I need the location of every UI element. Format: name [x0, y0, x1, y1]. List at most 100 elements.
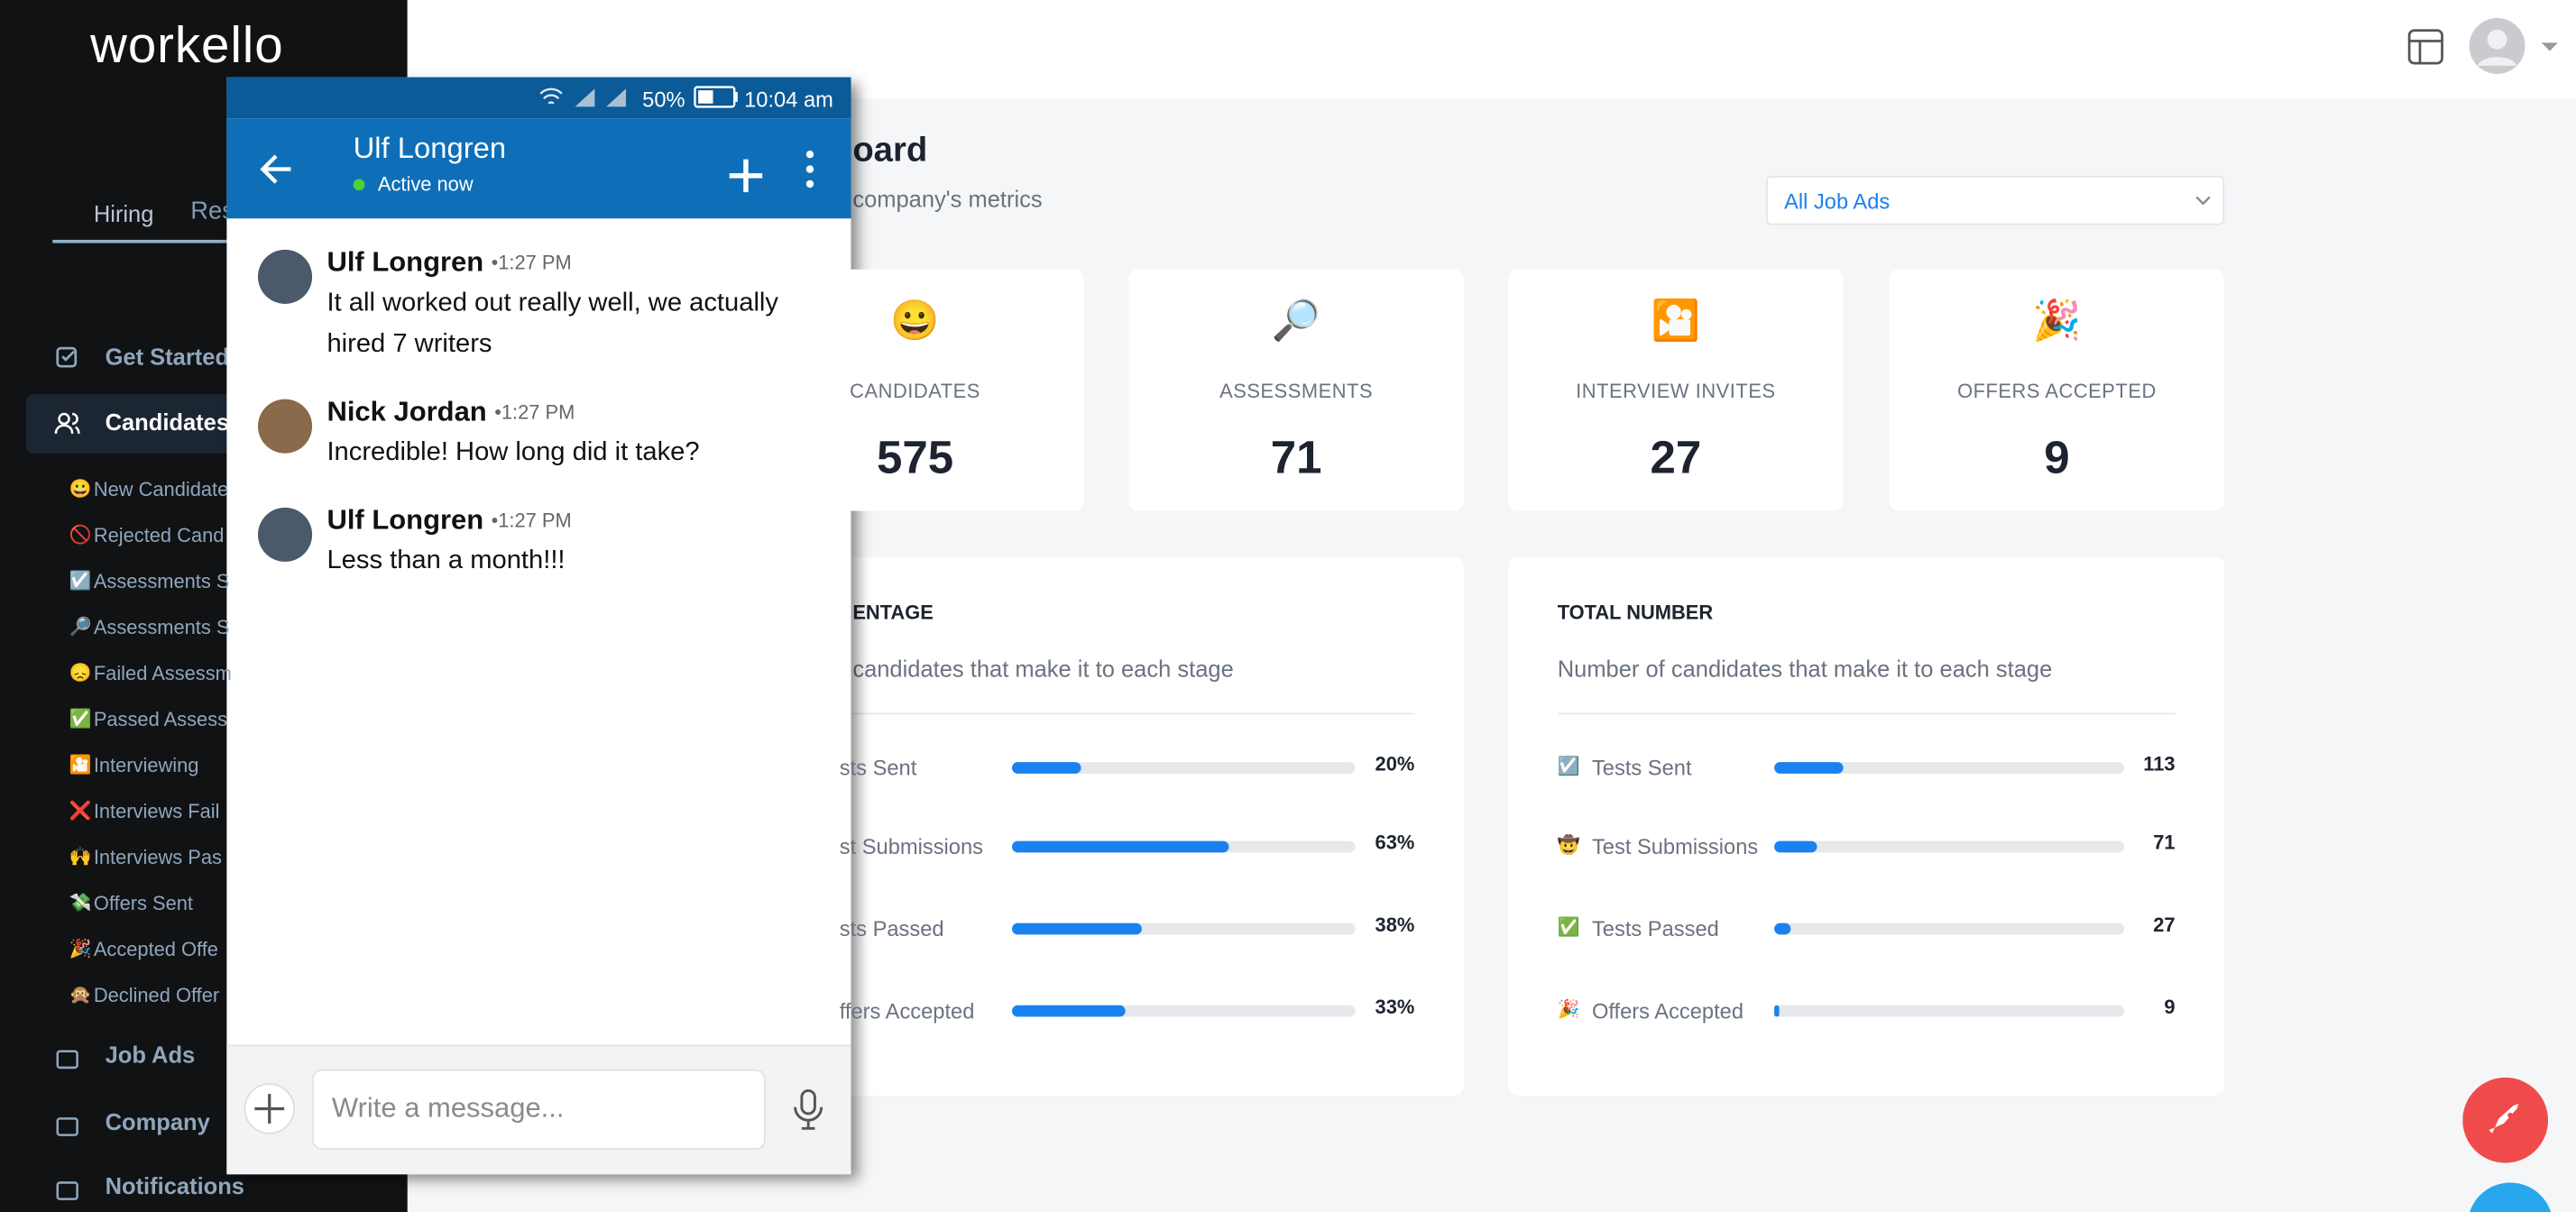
- stage-value: 38%: [1375, 913, 1415, 937]
- stat-card: [1889, 269, 2225, 511]
- bar-fill: [1012, 840, 1228, 853]
- stat-label: INTERVIEW INVITES: [1576, 379, 1776, 403]
- stat-value: 9: [2044, 432, 2070, 483]
- stage-label: Tests Sent: [1591, 755, 1692, 781]
- stat-card: [747, 269, 1085, 511]
- stat-label: CANDIDATES: [850, 379, 980, 403]
- logo[interactable]: workello: [90, 16, 284, 74]
- stat-value: 575: [876, 432, 954, 483]
- bar-fill: [1774, 1005, 1780, 1017]
- stat-card: [1508, 269, 1844, 511]
- stage-label: st Submissions: [839, 834, 983, 859]
- sub-nav-icon: ☑️: [69, 571, 92, 592]
- stat-card: [1128, 269, 1464, 511]
- panel-title: ENTAGE: [852, 601, 934, 625]
- stat-value: 27: [1650, 432, 1702, 483]
- message-time: •1:27 PM: [491, 509, 572, 533]
- sub-nav-item[interactable]: Accepted Offe: [93, 938, 218, 961]
- nav-item[interactable]: Job Ads: [105, 1041, 196, 1068]
- stage-icon: 🤠: [1557, 836, 1580, 856]
- stage-icon: ✅: [1557, 918, 1580, 939]
- back-button[interactable]: [260, 152, 296, 185]
- attach-button[interactable]: [244, 1082, 296, 1134]
- stat-label: OFFERS ACCEPTED: [1957, 379, 2157, 403]
- stat-icon: 🔎: [1271, 298, 1321, 344]
- stat-icon: 🎉: [2032, 298, 2082, 344]
- battery-icon: [694, 86, 738, 108]
- add-button[interactable]: [728, 158, 764, 194]
- stat-value: 71: [1270, 432, 1322, 483]
- sub-nav-item[interactable]: Assessments S: [93, 570, 230, 593]
- bar-track: [1012, 762, 1356, 774]
- battery-level: 50%: [642, 87, 685, 112]
- sub-nav-icon: 🔎: [69, 617, 92, 638]
- help-button[interactable]: [2468, 1182, 2553, 1212]
- bar-fill: [1012, 923, 1143, 935]
- sub-nav-item[interactable]: Assessments S: [93, 616, 230, 639]
- avatar: [257, 249, 313, 304]
- sub-nav-icon: 🙊: [69, 985, 92, 1005]
- tab-underline: [52, 239, 227, 243]
- bar-fill: [1774, 923, 1791, 935]
- sub-nav-icon: 😀: [69, 479, 92, 500]
- mic-button[interactable]: [792, 1088, 824, 1132]
- nav-icon: [56, 1181, 78, 1200]
- job-filter-value[interactable]: All Job Ads: [1784, 188, 1891, 214]
- nav-icon: [54, 412, 80, 434]
- page-subtitle: company's metrics: [852, 185, 1043, 212]
- stage-icon: ☑️: [1557, 757, 1580, 777]
- stage-value: 33%: [1375, 995, 1415, 1019]
- stat-icon: 😀: [890, 298, 940, 344]
- stage-label: ffers Accepted: [839, 998, 975, 1024]
- nav-item[interactable]: Candidates: [105, 409, 230, 436]
- status-bar: [226, 77, 851, 119]
- message-text: Incredible! How long did it take?: [327, 438, 700, 467]
- nav-item[interactable]: Notifications: [105, 1172, 244, 1199]
- sub-nav-icon: 🎦: [69, 755, 92, 776]
- sub-nav-icon: 😞: [69, 663, 92, 684]
- job-filter[interactable]: [1766, 175, 2225, 225]
- stage-icon: 🎉: [1557, 1000, 1580, 1021]
- sub-nav-item[interactable]: Interviews Fail: [93, 800, 220, 823]
- nav-icon: [56, 346, 78, 368]
- sub-nav-item[interactable]: New Candidate: [93, 478, 229, 501]
- nav-icon: [56, 1117, 78, 1136]
- bar-track: [1774, 840, 2125, 853]
- stage-label: Offers Accepted: [1591, 998, 1744, 1024]
- bar-track: [1012, 1005, 1356, 1017]
- nav-item[interactable]: Company: [105, 1108, 210, 1135]
- message-placeholder[interactable]: Write a message...: [331, 1092, 565, 1124]
- launch-button[interactable]: [2462, 1077, 2549, 1163]
- avatar: [257, 507, 313, 562]
- avatar-menu[interactable]: [2468, 16, 2566, 76]
- sub-nav-item[interactable]: Declined Offer: [93, 984, 220, 1007]
- message-input[interactable]: [312, 1069, 766, 1151]
- bar-track: [1012, 840, 1356, 853]
- panel-subtitle: candidates that make it to each stage: [852, 655, 1234, 682]
- bar-track: [1012, 923, 1356, 935]
- sub-nav-item[interactable]: Interviews Pas: [93, 846, 222, 869]
- stage-value: 9: [2164, 995, 2176, 1019]
- avatar: [257, 399, 313, 454]
- sub-nav-item[interactable]: Interviewing: [93, 754, 199, 777]
- bar-track: [1774, 762, 2125, 774]
- tab[interactable]: Hiring: [93, 200, 154, 227]
- message-text: It all worked out really well, we actual…: [327, 289, 778, 359]
- nav-icon: [56, 1050, 78, 1070]
- sub-nav-icon: ✅: [69, 709, 92, 730]
- layout-icon[interactable]: [2406, 28, 2444, 66]
- stat-icon: 🎦: [1651, 298, 1701, 344]
- divider: [1557, 712, 2176, 715]
- bar-fill: [1774, 840, 1818, 853]
- sub-nav-item[interactable]: Passed Assess: [93, 708, 228, 731]
- sub-nav-item[interactable]: Failed Assessm: [93, 662, 232, 685]
- menu-button[interactable]: [804, 150, 817, 189]
- bar-fill: [1012, 762, 1081, 774]
- sub-nav-item[interactable]: Rejected Cand: [93, 524, 225, 547]
- nav-item[interactable]: Get Started: [105, 343, 230, 370]
- stage-value: 20%: [1375, 752, 1415, 776]
- stage-label: sts Passed: [839, 916, 944, 941]
- sub-nav-item[interactable]: Offers Sent: [93, 892, 193, 915]
